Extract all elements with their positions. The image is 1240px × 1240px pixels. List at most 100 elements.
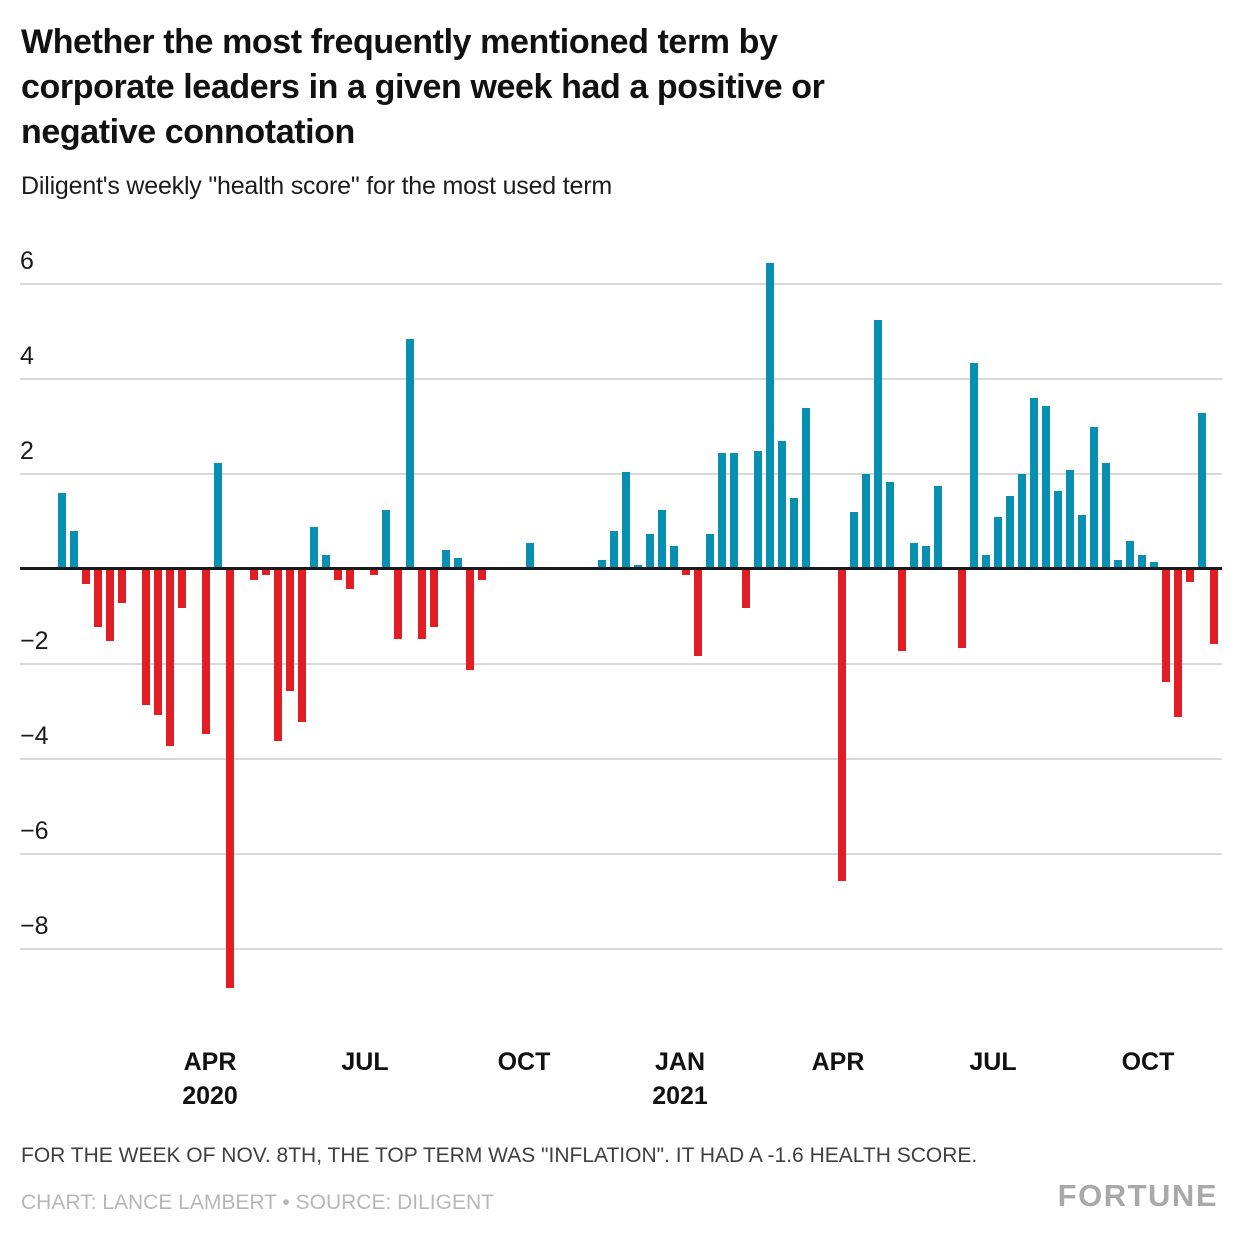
chart-title: Whether the most frequently mentioned te… bbox=[21, 20, 825, 155]
bar-week-58-positive bbox=[754, 450, 762, 567]
bar-week-30-negative bbox=[418, 570, 426, 639]
x-tick-label-OCT: OCT bbox=[498, 1045, 551, 1079]
bar-week-33-positive bbox=[454, 557, 462, 567]
bar-week-66-positive bbox=[850, 512, 858, 567]
bar-week-68-positive bbox=[874, 320, 882, 567]
bar-week-65-negative bbox=[838, 570, 846, 882]
bar-week-49-positive bbox=[646, 533, 654, 567]
chart-credit-source: CHART: LANCE LAMBERT • SOURCE: DILIGENT bbox=[21, 1191, 494, 1214]
bar-week-22-positive bbox=[322, 555, 330, 567]
bar-week-70-negative bbox=[898, 570, 906, 651]
x-tick-label-APR: APR bbox=[812, 1045, 865, 1079]
bar-week-94-negative bbox=[1186, 570, 1194, 582]
bar-week-7-negative bbox=[142, 570, 150, 706]
bar-week-79-positive bbox=[1006, 495, 1014, 567]
bar-week-3-negative bbox=[94, 570, 102, 627]
bar-week-34-negative bbox=[466, 570, 474, 670]
chart-title-line-3: negative connotation bbox=[21, 113, 355, 151]
y-tick-label--8: −8 bbox=[20, 912, 49, 940]
bar-week-91-positive bbox=[1150, 562, 1158, 567]
bar-week-88-positive bbox=[1114, 559, 1122, 567]
bar-week-87-positive bbox=[1102, 462, 1110, 567]
bar-week-77-positive bbox=[982, 555, 990, 567]
bar-week-4-negative bbox=[106, 570, 114, 642]
bar-week-53-negative bbox=[694, 570, 702, 656]
x-tick-label-JUL: JUL bbox=[341, 1045, 388, 1079]
bar-week-51-positive bbox=[670, 545, 678, 567]
bar-week-60-positive bbox=[778, 441, 786, 567]
bar-week-93-negative bbox=[1174, 570, 1182, 718]
bar-week-31-negative bbox=[430, 570, 438, 627]
y-tick-label-6: 6 bbox=[20, 247, 34, 275]
gridline-y-6 bbox=[20, 283, 1222, 285]
x-tick-year: 2020 bbox=[182, 1082, 238, 1110]
bar-week-35-negative bbox=[478, 570, 486, 580]
x-tick-month: APR bbox=[811, 1048, 865, 1076]
bar-week-67-positive bbox=[862, 474, 870, 567]
bar-week-18-negative bbox=[274, 570, 282, 741]
x-tick-label-JUL: JUL bbox=[969, 1045, 1016, 1079]
bar-week-0-positive bbox=[58, 493, 66, 567]
bar-week-8-negative bbox=[154, 570, 162, 715]
bar-week-78-positive bbox=[994, 517, 1002, 567]
chart-footnote: FOR THE WEEK OF NOV. 8TH, THE TOP TERM W… bbox=[21, 1144, 978, 1167]
bar-week-10-negative bbox=[178, 570, 186, 608]
x-tick-month: OCT bbox=[1121, 1048, 1175, 1076]
bar-week-62-positive bbox=[802, 407, 810, 567]
chart-subtitle: Diligent's weekly "health score" for the… bbox=[21, 172, 612, 200]
bar-week-61-positive bbox=[790, 498, 798, 567]
bar-week-80-positive bbox=[1018, 474, 1026, 567]
bar-week-14-negative bbox=[226, 570, 234, 988]
bar-week-13-positive bbox=[214, 462, 222, 567]
bar-week-12-negative bbox=[202, 570, 210, 734]
bar-week-5-negative bbox=[118, 570, 126, 604]
y-tick-label--4: −4 bbox=[20, 722, 49, 750]
bar-week-52-negative bbox=[682, 570, 690, 575]
bar-week-32-positive bbox=[442, 550, 450, 567]
x-tick-month: JAN bbox=[654, 1048, 705, 1076]
bar-week-95-positive bbox=[1198, 412, 1206, 567]
y-tick-label-2: 2 bbox=[20, 437, 34, 465]
y-tick-label--6: −6 bbox=[20, 817, 49, 845]
bar-week-92-negative bbox=[1162, 570, 1170, 682]
bar-week-26-negative bbox=[370, 570, 378, 575]
x-tick-month: OCT bbox=[497, 1048, 551, 1076]
bar-week-96-negative bbox=[1210, 570, 1218, 644]
fortune-logo: FORTUNE bbox=[1057, 1178, 1218, 1213]
bar-week-86-positive bbox=[1090, 426, 1098, 567]
bar-week-71-positive bbox=[910, 543, 918, 567]
y-tick-label-4: 4 bbox=[20, 342, 34, 370]
gridline-y--4 bbox=[20, 758, 1222, 760]
bar-week-54-positive bbox=[706, 533, 714, 567]
bar-week-24-negative bbox=[346, 570, 354, 589]
bar-week-69-positive bbox=[886, 481, 894, 567]
bar-week-27-positive bbox=[382, 510, 390, 567]
bar-week-23-negative bbox=[334, 570, 342, 580]
bar-week-21-positive bbox=[310, 526, 318, 567]
bar-week-73-positive bbox=[934, 486, 942, 567]
bar-week-46-positive bbox=[610, 531, 618, 567]
y-tick-label--2: −2 bbox=[20, 627, 49, 655]
bar-week-83-positive bbox=[1054, 491, 1062, 567]
x-tick-month: JUL bbox=[341, 1048, 389, 1076]
gridline-y-4 bbox=[20, 378, 1222, 380]
bar-week-16-negative bbox=[250, 570, 258, 580]
chart-title-line-1: Whether the most frequently mentioned te… bbox=[21, 23, 778, 61]
bar-week-75-negative bbox=[958, 570, 966, 649]
x-tick-label-APR-2020: APR 2020 bbox=[182, 1045, 238, 1113]
bar-week-57-negative bbox=[742, 570, 750, 608]
bar-week-81-positive bbox=[1030, 398, 1038, 567]
bar-week-19-negative bbox=[286, 570, 294, 692]
x-axis-zero-line bbox=[20, 567, 1222, 570]
bar-week-47-positive bbox=[622, 472, 630, 567]
bar-week-39-positive bbox=[526, 543, 534, 567]
bar-week-90-positive bbox=[1138, 555, 1146, 567]
x-tick-month: APR bbox=[183, 1048, 237, 1076]
gridline-y--2 bbox=[20, 663, 1222, 665]
bar-week-29-positive bbox=[406, 339, 414, 567]
bar-week-55-positive bbox=[718, 453, 726, 567]
x-tick-month: JUL bbox=[969, 1048, 1017, 1076]
bar-week-28-negative bbox=[394, 570, 402, 639]
bar-week-20-negative bbox=[298, 570, 306, 722]
